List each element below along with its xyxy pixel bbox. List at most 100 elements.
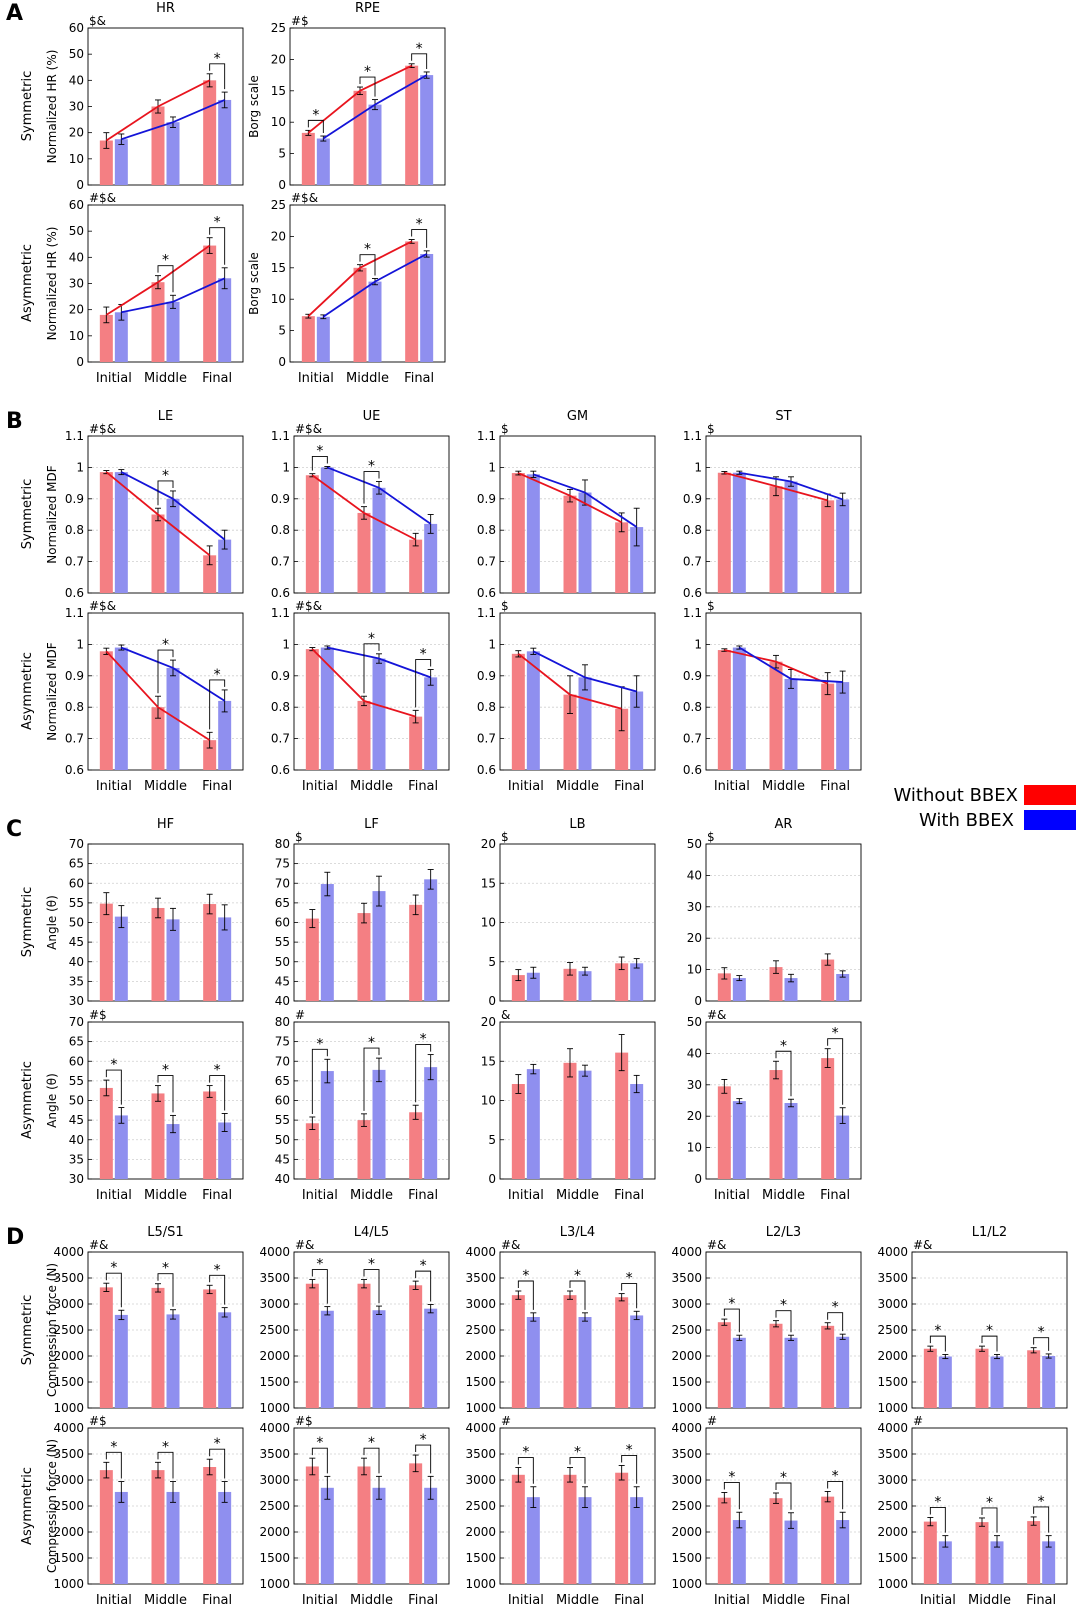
legend-label-with: With BBEX	[919, 810, 1014, 831]
y-tick-label: 0.6	[65, 763, 84, 777]
bar-without	[769, 1323, 783, 1408]
y-tick-label: 70	[69, 1015, 84, 1029]
bar-without	[615, 708, 629, 770]
chart-B-UE-sym: 0.6 0.7 0.8 0.9 1 1.1 * * UE #$&	[271, 409, 450, 600]
x-tick-label: Final	[614, 1593, 644, 1607]
trend-line-without	[311, 648, 416, 718]
corner-annotation: #&	[707, 1238, 726, 1252]
y-tick-label: 20	[69, 126, 84, 140]
y-tick-label: 50	[687, 837, 702, 851]
y-tick-label: 0.7	[683, 732, 702, 746]
bar-without	[305, 918, 319, 1001]
y-tick-label: 2000	[53, 1349, 84, 1363]
y-tick-label: 1500	[53, 1551, 84, 1565]
y-tick-label: 20	[271, 229, 286, 243]
trend-line-without	[307, 240, 413, 317]
y-tick-label: 2000	[53, 1525, 84, 1539]
bar-with	[424, 1308, 438, 1408]
chart-title: L5/S1	[147, 1225, 183, 1240]
trend-line-with	[322, 253, 428, 318]
y-tick-label: 10	[271, 115, 286, 129]
y-tick-label: 3000	[259, 1473, 290, 1487]
bar-with	[938, 1356, 952, 1408]
plot-frame	[87, 612, 244, 771]
y-tick-label: 10	[69, 152, 84, 166]
significance-star: *	[420, 1258, 427, 1274]
y-axis-label: Borg scale	[247, 252, 261, 315]
bar-without	[511, 1295, 525, 1408]
significance-bracket	[209, 1448, 226, 1479]
y-tick-label: 30	[69, 277, 84, 291]
significance-star: *	[626, 1271, 633, 1287]
x-tick-label: Final	[820, 1593, 850, 1607]
x-tick-label: Initial	[714, 1188, 750, 1203]
bar-with	[784, 481, 798, 593]
chart-title: AR	[775, 817, 793, 832]
y-tick-label: 3000	[671, 1473, 702, 1487]
y-tick-label: 1000	[877, 1577, 908, 1591]
y-tick-label: 80	[275, 1015, 290, 1029]
y-tick-label: 0.6	[477, 586, 496, 600]
significance-bracket	[415, 659, 432, 708]
bar-without	[563, 694, 577, 770]
significance-bracket	[723, 1308, 740, 1333]
bar-without	[769, 967, 783, 1001]
bar-without	[357, 700, 371, 770]
significance-bracket	[209, 1274, 226, 1305]
y-tick-label: 1000	[877, 1401, 908, 1415]
x-tick-label: Middle	[144, 779, 187, 794]
bar-without	[405, 65, 419, 185]
y-axis-label: Normalized HR (%)	[45, 227, 59, 341]
x-tick-label: Middle	[346, 371, 389, 386]
y-tick-label: 40	[275, 1172, 290, 1186]
x-tick-label: Final	[614, 779, 644, 794]
y-tick-label: 2000	[259, 1349, 290, 1363]
significance-bracket	[209, 1075, 226, 1111]
bar-with	[372, 658, 386, 770]
significance-bracket	[105, 1069, 122, 1105]
significance-bracket	[157, 265, 174, 293]
significance-star: *	[728, 1469, 735, 1485]
corner-annotation: #$	[295, 1414, 313, 1428]
bar-with	[732, 1101, 746, 1179]
x-tick-label: Initial	[508, 779, 544, 794]
y-tick-label: 1	[282, 637, 290, 651]
y-tick-label: 3000	[53, 1297, 84, 1311]
significance-bracket	[411, 229, 428, 248]
chart-C-HF-asym: 30 35 40 45 50 55 60 65 70 * * * #$ Angle (θ) Initial M…	[45, 1008, 244, 1203]
bar-without	[975, 1522, 989, 1584]
y-tick-label: 70	[275, 876, 290, 890]
significance-star: *	[214, 667, 221, 683]
bar-without	[923, 1348, 937, 1408]
significance-star: *	[214, 1063, 221, 1079]
bar-without	[353, 90, 367, 185]
y-tick-label: 0.9	[477, 669, 496, 683]
significance-star: *	[316, 443, 323, 459]
y-tick-label: 1000	[259, 1401, 290, 1415]
y-tick-label: 3500	[671, 1447, 702, 1461]
significance-star: *	[312, 107, 319, 123]
y-tick-label: 2000	[465, 1349, 496, 1363]
bar-with	[836, 682, 850, 770]
y-tick-label: 0.9	[477, 492, 496, 506]
significance-star: *	[316, 1257, 323, 1273]
y-tick-label: 5	[278, 324, 286, 338]
y-tick-label: 60	[69, 198, 84, 212]
y-tick-label: 1500	[671, 1551, 702, 1565]
significance-bracket	[363, 1269, 380, 1304]
corner-annotation: #$&	[89, 422, 116, 436]
bar-with	[578, 971, 592, 1001]
y-tick-label: 50	[275, 955, 290, 969]
y-tick-label: 0.8	[683, 523, 702, 537]
y-tick-label: 1.1	[65, 606, 84, 620]
chart-C-LF-sym: 40 45 50 55 60 65 70 75 80 LF $	[275, 817, 450, 1008]
corner-annotation: #$	[89, 1414, 107, 1428]
bar-without	[563, 968, 577, 1001]
bar-with	[166, 1314, 180, 1408]
y-tick-label: 0	[694, 1172, 702, 1186]
y-axis-label: Angle (θ)	[45, 895, 59, 950]
significance-star: *	[780, 1038, 787, 1054]
legend-label-without: Without BBEX	[894, 785, 1018, 806]
chart-B-GM-asym: 0.6 0.7 0.8 0.9 1 1.1 $ Initial Middle Final	[477, 599, 656, 794]
y-tick-label: 4000	[259, 1245, 290, 1259]
